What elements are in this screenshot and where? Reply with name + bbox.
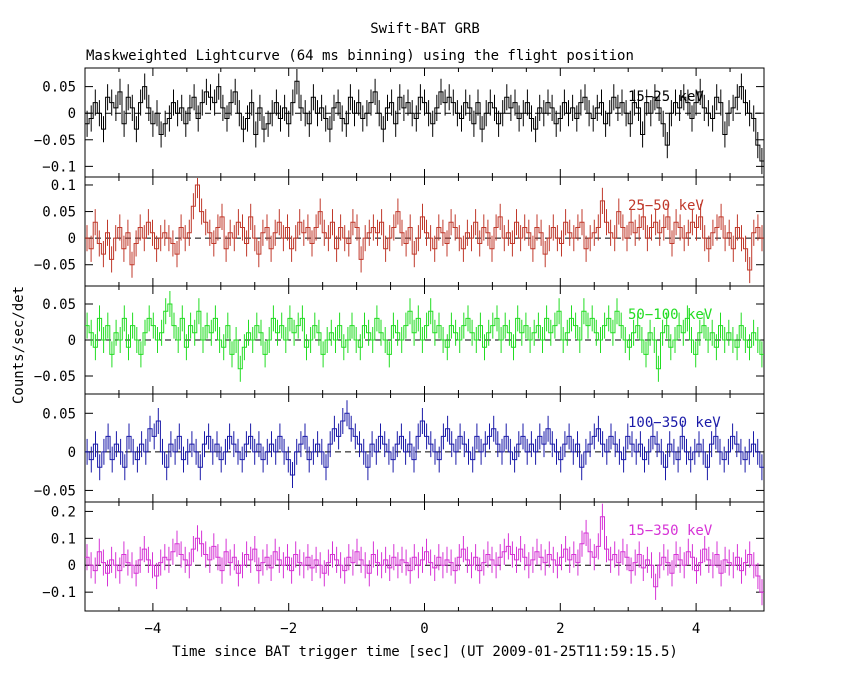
x-axis-ticks: −4 −2 0 2 4: [144, 621, 700, 637]
panel-100-350-kev: 0.05 0 −0.05 100−350 keV: [34, 393, 765, 503]
y-tick-label: −0.05: [34, 133, 76, 149]
x-tick-label: 4: [692, 621, 700, 637]
band-label: 50−100 keV: [628, 307, 713, 323]
band-label: 15−25 keV: [628, 89, 704, 105]
y-axis-label: Counts/sec/det: [11, 286, 27, 404]
band-label: 15−350 keV: [628, 523, 713, 539]
lightcurve-15-350-kev: [85, 516, 764, 593]
panels-group: 0.05 0 −0.05 −0.1 15−25 keV 0.1 0.05 0 −0.05 25−5…: [34, 67, 765, 612]
y-tick-label: 0.1: [51, 178, 76, 194]
x-axis-label: Time since BAT trigger time [sec] (UT 20…: [172, 644, 678, 660]
y-tick-label: 0: [68, 445, 76, 461]
x-tick-label: 2: [556, 621, 564, 637]
lightcurve-25-50-kev: [85, 184, 764, 271]
x-tick-label: −2: [280, 621, 297, 637]
panel-frame: [84, 393, 765, 503]
y-tick-label: −0.05: [34, 369, 76, 385]
x-tick-label: 0: [420, 621, 428, 637]
y-tick-label: −0.05: [34, 258, 76, 274]
y-tick-label: 0.05: [42, 297, 76, 313]
y-tick-label: −0.05: [34, 483, 76, 499]
y-tick-label: 0.05: [42, 406, 76, 422]
panel-50-100-kev: 0.05 0 −0.05 50−100 keV: [34, 285, 765, 395]
chart-subtitle: Maskweighted Lightcurve (64 ms binning) …: [86, 48, 634, 64]
lightcurve-50-100-kev: [85, 303, 764, 370]
panel-15-25-kev: 0.05 0 −0.05 −0.1 15−25 keV: [34, 67, 765, 178]
y-tick-label: 0.05: [42, 80, 76, 96]
y-tick-label: 0: [68, 333, 76, 349]
band-label: 100−350 keV: [628, 415, 721, 431]
panel-25-50-kev: 0.1 0.05 0 −0.05 25−50 keV: [34, 176, 765, 287]
y-tick-label: 0.1: [51, 531, 76, 547]
y-tick-label: −0.1: [42, 159, 76, 175]
x-tick-label: −4: [144, 621, 161, 637]
y-tick-label: 0: [68, 558, 76, 574]
y-tick-label: 0.2: [51, 504, 76, 520]
y-tick-label: 0.05: [42, 205, 76, 221]
chart-title: Swift-BAT GRB: [370, 21, 480, 37]
lightcurve-15-25-kev: [85, 80, 764, 162]
band-label: 25−50 keV: [628, 198, 704, 214]
lightcurve-100-350-kev: [85, 412, 764, 476]
y-tick-label: 0: [68, 231, 76, 247]
panel-15-350-kev: 0.2 0.1 0 −0.1 15−350 keV: [42, 501, 765, 612]
y-tick-label: 0: [68, 106, 76, 122]
y-tick-label: −0.1: [42, 585, 76, 601]
panel-frame: [84, 67, 765, 178]
